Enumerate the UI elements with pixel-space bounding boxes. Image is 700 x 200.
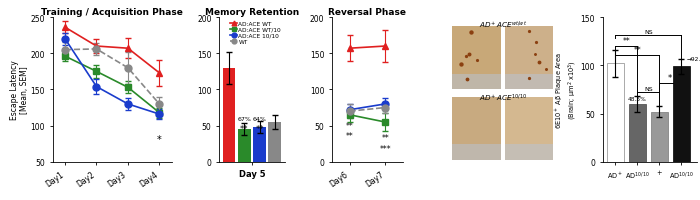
Text: ***: *** xyxy=(379,144,391,153)
Text: *: * xyxy=(668,73,673,82)
Title: Training / Acquisition Phase: Training / Acquisition Phase xyxy=(41,8,183,17)
Bar xyxy=(505,74,553,90)
Text: **: ** xyxy=(382,133,389,142)
Text: AD$^+$ACE$^{wt/wt}$: AD$^+$ACE$^{wt/wt}$ xyxy=(479,19,527,30)
Text: 64%: 64% xyxy=(253,116,267,121)
Text: NS: NS xyxy=(644,87,652,92)
Bar xyxy=(223,68,235,162)
Bar xyxy=(452,27,500,90)
Text: AD$^+$ACE$^{10/10}$: AD$^+$ACE$^{10/10}$ xyxy=(479,92,527,103)
Bar xyxy=(238,130,251,162)
Y-axis label: Escape Latency
[Mean, SEM]: Escape Latency [Mean, SEM] xyxy=(10,60,29,120)
Bar xyxy=(607,64,624,162)
Text: **: ** xyxy=(256,124,264,133)
Text: 67%: 67% xyxy=(237,116,251,121)
Text: **: ** xyxy=(346,121,354,130)
Bar xyxy=(253,127,266,162)
Bar xyxy=(505,145,553,161)
Bar xyxy=(268,122,281,162)
Bar xyxy=(452,145,500,161)
Bar xyxy=(673,67,690,162)
Bar xyxy=(629,104,645,162)
Bar xyxy=(505,27,553,90)
Title: Memory Retention: Memory Retention xyxy=(204,8,299,17)
Legend: AD:ACE WT, AD:ACE WT/10, AD:ACE 10/10, WT: AD:ACE WT, AD:ACE WT/10, AD:ACE 10/10, W… xyxy=(230,21,281,45)
Title: Reversal Phase: Reversal Phase xyxy=(328,8,407,17)
Text: **: ** xyxy=(346,131,354,140)
Text: **: ** xyxy=(634,46,641,54)
Text: 48.5%: 48.5% xyxy=(628,97,647,102)
Text: **: ** xyxy=(622,37,630,46)
Bar xyxy=(505,97,553,161)
Y-axis label: 6E10$^+$ Aβ Plaque Area
(Brain; μm$^2$ x10$^3$): 6E10$^+$ Aβ Plaque Area (Brain; μm$^2$ x… xyxy=(554,52,579,128)
Text: **: ** xyxy=(240,124,248,133)
Text: *: * xyxy=(157,134,162,144)
Text: →92.8%: →92.8% xyxy=(687,56,700,61)
Text: NS: NS xyxy=(644,30,652,35)
Bar xyxy=(452,74,500,90)
Bar xyxy=(452,97,500,161)
Bar xyxy=(651,112,668,162)
